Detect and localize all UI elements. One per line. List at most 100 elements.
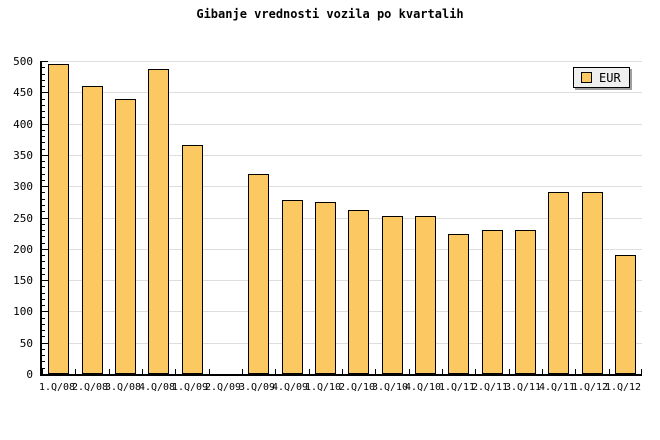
y-minor-tick [42, 199, 45, 200]
y-axis-label: 50 [19, 337, 33, 350]
bar-4q11 [548, 192, 569, 374]
x-tick [475, 369, 476, 374]
y-minor-tick [42, 211, 45, 212]
y-major-tick [42, 186, 48, 187]
y-minor-tick [42, 236, 45, 237]
x-tick [142, 369, 143, 374]
bar-3q10 [382, 216, 403, 374]
y-axis-label: 200 [13, 243, 33, 256]
x-tick [275, 369, 276, 374]
y-minor-tick [42, 355, 45, 356]
y-major-tick [42, 343, 48, 344]
x-axis-label: 3.Q/09 [238, 382, 276, 393]
x-axis-label: 1.Q/11 [438, 382, 476, 393]
x-tick [42, 369, 43, 374]
y-axis-label: 500 [13, 55, 33, 68]
y-minor-tick [42, 74, 45, 75]
x-axis-label: 2.Q/08 [71, 382, 109, 393]
bar-3q11 [515, 230, 536, 374]
bar-1q08 [48, 64, 69, 374]
x-tick [542, 369, 543, 374]
y-minor-tick [42, 261, 45, 262]
y-minor-tick [42, 130, 45, 131]
x-tick [641, 369, 642, 374]
gridline [42, 61, 642, 62]
y-minor-tick [42, 324, 45, 325]
y-minor-tick [42, 80, 45, 81]
x-tick [309, 369, 310, 374]
y-major-tick [42, 249, 48, 250]
y-axis-label: 400 [13, 118, 33, 131]
y-axis-label: 250 [13, 212, 33, 225]
gridline [42, 155, 642, 156]
y-minor-tick [42, 205, 45, 206]
x-axis-label: 4.Q/11 [538, 382, 576, 393]
y-minor-tick [42, 268, 45, 269]
gridline [42, 124, 642, 125]
x-tick [442, 369, 443, 374]
y-minor-tick [42, 293, 45, 294]
x-tick [75, 369, 76, 374]
x-axis-label: 2.Q/11 [471, 382, 509, 393]
y-minor-tick [42, 167, 45, 168]
legend-box: EUR [573, 67, 630, 88]
gridline [42, 343, 642, 344]
bar-4q09 [282, 200, 303, 374]
chart-title: Gibanje vrednosti vozila po kvartalih [196, 7, 464, 21]
x-axis-label: 1.Q/09 [171, 382, 209, 393]
x-axis-label: 4.Q/09 [271, 382, 309, 393]
gridline [42, 218, 642, 219]
x-tick [175, 369, 176, 374]
bar-4q08 [148, 69, 169, 374]
y-minor-tick [42, 330, 45, 331]
y-minor-tick [42, 86, 45, 87]
y-axis-label: 350 [13, 149, 33, 162]
x-axis-label: 2.Q/09 [204, 382, 242, 393]
x-axis-label: 1.Q/08 [38, 382, 76, 393]
gridline [42, 92, 642, 93]
y-minor-tick [42, 142, 45, 143]
y-minor-tick [42, 149, 45, 150]
y-minor-tick [42, 224, 45, 225]
y-major-tick [42, 280, 48, 281]
gridline [42, 249, 642, 250]
bar-1q12 [582, 192, 603, 374]
y-minor-tick [42, 349, 45, 350]
y-major-tick [42, 155, 48, 156]
bar-2q11 [482, 230, 503, 374]
y-minor-tick [42, 67, 45, 68]
x-axis-label: 3.Q/10 [371, 382, 409, 393]
bar-3q08 [115, 99, 136, 374]
x-axis-label: 1.Q/10 [304, 382, 342, 393]
y-minor-tick [42, 299, 45, 300]
gridline [42, 311, 642, 312]
x-tick [409, 369, 410, 374]
y-major-tick [42, 61, 48, 62]
y-minor-tick [42, 105, 45, 106]
x-tick [209, 369, 210, 374]
y-minor-tick [42, 243, 45, 244]
y-minor-tick [42, 286, 45, 287]
y-minor-tick [42, 318, 45, 319]
gridline [42, 280, 642, 281]
y-minor-tick [42, 274, 45, 275]
y-major-tick [42, 218, 48, 219]
bar-4q10 [415, 216, 436, 374]
x-tick [109, 369, 110, 374]
bar-1q11 [448, 234, 469, 374]
y-minor-tick [42, 174, 45, 175]
y-axis-label: 0 [26, 368, 33, 381]
x-tick [342, 369, 343, 374]
y-major-tick [42, 311, 48, 312]
x-axis-label: 2.Q/10 [338, 382, 376, 393]
y-axis-label: 450 [13, 86, 33, 99]
y-major-tick [42, 124, 48, 125]
y-minor-tick [42, 361, 45, 362]
x-axis-label: 1.Q/12 [604, 382, 642, 393]
y-minor-tick [42, 336, 45, 337]
y-minor-tick [42, 180, 45, 181]
y-axis-label: 100 [13, 305, 33, 318]
y-minor-tick [42, 255, 45, 256]
y-axis-label: 300 [13, 180, 33, 193]
